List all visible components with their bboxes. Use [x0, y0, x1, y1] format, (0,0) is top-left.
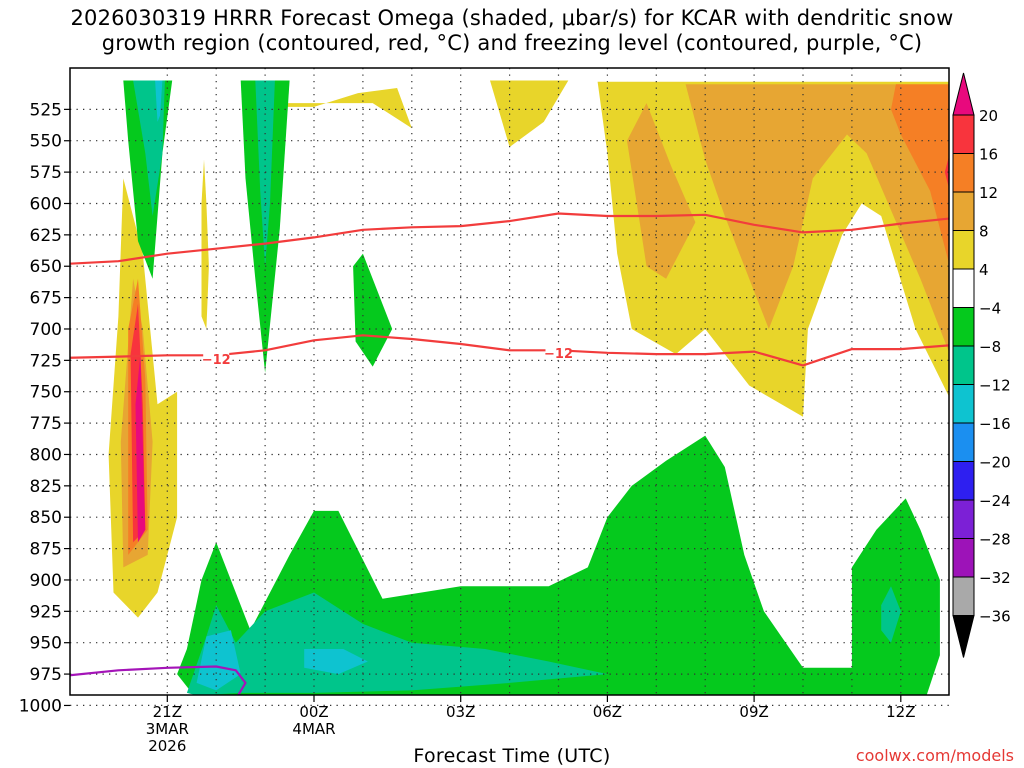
x-axis-label: Forecast Time (UTC): [413, 745, 611, 767]
y-tick-label-525: 525: [30, 100, 62, 120]
y-tick-label-600: 600: [30, 195, 62, 215]
colorbar-cell-m28_m24: [952, 499, 975, 539]
colorbar-label-10: −24: [979, 492, 1011, 510]
y-tick-label-975: 975: [30, 665, 62, 685]
colorbar-cell-m8_m4: [952, 307, 975, 347]
colorbar-label-11: −28: [979, 531, 1011, 549]
y-axis-ticks: 525 550 575 600 625 650 675 700 725 750 775 800 825 8…: [19, 100, 70, 716]
colorbar-label-6: −8: [979, 338, 1001, 356]
colorbar-cell-m32_m28: [952, 538, 975, 578]
x-tick-label--3-2: 2026: [148, 737, 186, 755]
omega-region-m12_m8-17: [255, 80, 275, 267]
y-tick-label-850: 850: [30, 508, 62, 528]
omega-region-12_16-10: [891, 84, 949, 264]
omega-region-4_8-6: [490, 80, 569, 147]
colorbar-label-3: 8: [979, 223, 989, 241]
omega-region-8_12-9: [685, 84, 949, 353]
colorbar: 20 16 12 8 4 −4 −8 −12 −16 −20 −24 −28 −32 −36: [952, 72, 1011, 658]
colorbar-cell-8_12: [952, 191, 975, 231]
contour-label-bg-dgz_lower-1: [545, 345, 572, 360]
chart-title-line-2: growth region (contoured, red, °C) and f…: [101, 31, 923, 55]
y-tick-label-575: 575: [30, 163, 62, 183]
colorbar-cell-m20_m16: [952, 422, 975, 462]
colorbar-cell-m36_m32: [952, 576, 975, 616]
omega-region-m12_m8-20: [186, 592, 608, 695]
y-tick-label-625: 625: [30, 226, 62, 246]
grid-lines: [70, 68, 949, 707]
ground-strip: [70, 695, 949, 709]
y-tick-label-725: 725: [30, 351, 62, 371]
omega-shaded-regions: [108, 80, 949, 695]
colorbar-cell-12_16: [952, 153, 975, 193]
x-tick-label-0-1: 4MAR: [292, 720, 335, 738]
colorbar-label-4: 4: [979, 261, 989, 279]
contour-label-dgz_lower-1: −12: [544, 347, 573, 362]
y-tick-label-900: 900: [30, 571, 62, 591]
colorbar-label-2: 12: [979, 184, 998, 202]
x-tick-label-6-0: 06Z: [593, 703, 622, 721]
x-tick-label--3-0: 21Z: [153, 703, 182, 721]
omega-region-8_12-8: [627, 103, 696, 279]
omega-region-m12_m8-14: [133, 80, 165, 216]
y-tick-label-650: 650: [30, 257, 62, 277]
colorbar-label-0: 20: [979, 107, 998, 125]
colorbar-cell-4_8: [952, 230, 975, 270]
colorbar-top-arrow: [952, 72, 975, 116]
chart-title: 2026030319 HRRR Forecast Omega (shaded, …: [0, 6, 1024, 56]
y-tick-label-950: 950: [30, 634, 62, 654]
contour-freezing_level: [70, 665, 247, 695]
y-tick-label-800: 800: [30, 446, 62, 466]
colorbar-cell-m24_m20: [952, 461, 975, 501]
colorbar-cell-16_20: [952, 114, 975, 154]
y-tick-label-825: 825: [30, 477, 62, 497]
x-tick-label-12-0: 12Z: [886, 703, 915, 721]
omega-region-m16_m12-22: [304, 649, 368, 675]
x-tick-label-3-0: 03Z: [446, 703, 475, 721]
x-tick-label--3-1: 3MAR: [146, 720, 189, 738]
watermark-text: coolwx.com/models: [855, 746, 1014, 765]
colorbar-label-1: 16: [979, 146, 998, 164]
y-tick-label-550: 550: [30, 132, 62, 152]
colorbar-label-8: −16: [979, 415, 1011, 433]
x-tick-label-0-0: 00Z: [299, 703, 328, 721]
ground-fill: [70, 695, 949, 709]
colorbar-bottom-arrow: [952, 615, 975, 658]
y-tick-label-1000: 1000: [19, 696, 62, 716]
contour-dgz_upper: [70, 212, 949, 265]
colorbar-cell-m16_m12: [952, 384, 975, 424]
contour-label-dgz_lower-0: −12: [202, 353, 231, 368]
omega-region-4_8-5: [260, 88, 412, 129]
y-tick-label-775: 775: [30, 414, 62, 434]
omega-region-m8_m4-18: [353, 253, 393, 367]
colorbar-label-12: −32: [979, 569, 1011, 587]
colorbar-label-9: −20: [979, 454, 1011, 472]
colorbar-cell-neutral: [952, 268, 975, 308]
omega-region-16_20-11: [944, 155, 949, 189]
x-tick-label-9-0: 09Z: [739, 703, 768, 721]
y-tick-label-925: 925: [30, 602, 62, 622]
colorbar-label-5: −4: [979, 300, 1001, 318]
y-tick-label-875: 875: [30, 540, 62, 560]
colorbar-label-7: −12: [979, 377, 1011, 395]
contour-lines: −12 −12: [70, 212, 949, 695]
y-tick-label-700: 700: [30, 320, 62, 340]
y-tick-label-750: 750: [30, 383, 62, 403]
frame-rect: [69, 67, 950, 696]
contour-label-bg-dgz_lower-0: [203, 352, 230, 367]
colorbar-label-13: −36: [979, 608, 1011, 626]
omega-region-m12_m8-23: [881, 586, 901, 643]
chart-title-line-1: 2026030319 HRRR Forecast Omega (shaded, …: [70, 6, 954, 30]
plot-frame: [69, 67, 950, 696]
omega-region-m16_m12-21: [196, 630, 241, 691]
omega-region-4_8-12: [201, 159, 209, 329]
omega-region-gt20-4: [135, 354, 146, 543]
omega-region-m16_m12-15: [155, 80, 163, 122]
y-tick-label-675: 675: [30, 289, 62, 309]
colorbar-cell-m12_m8: [952, 345, 975, 385]
